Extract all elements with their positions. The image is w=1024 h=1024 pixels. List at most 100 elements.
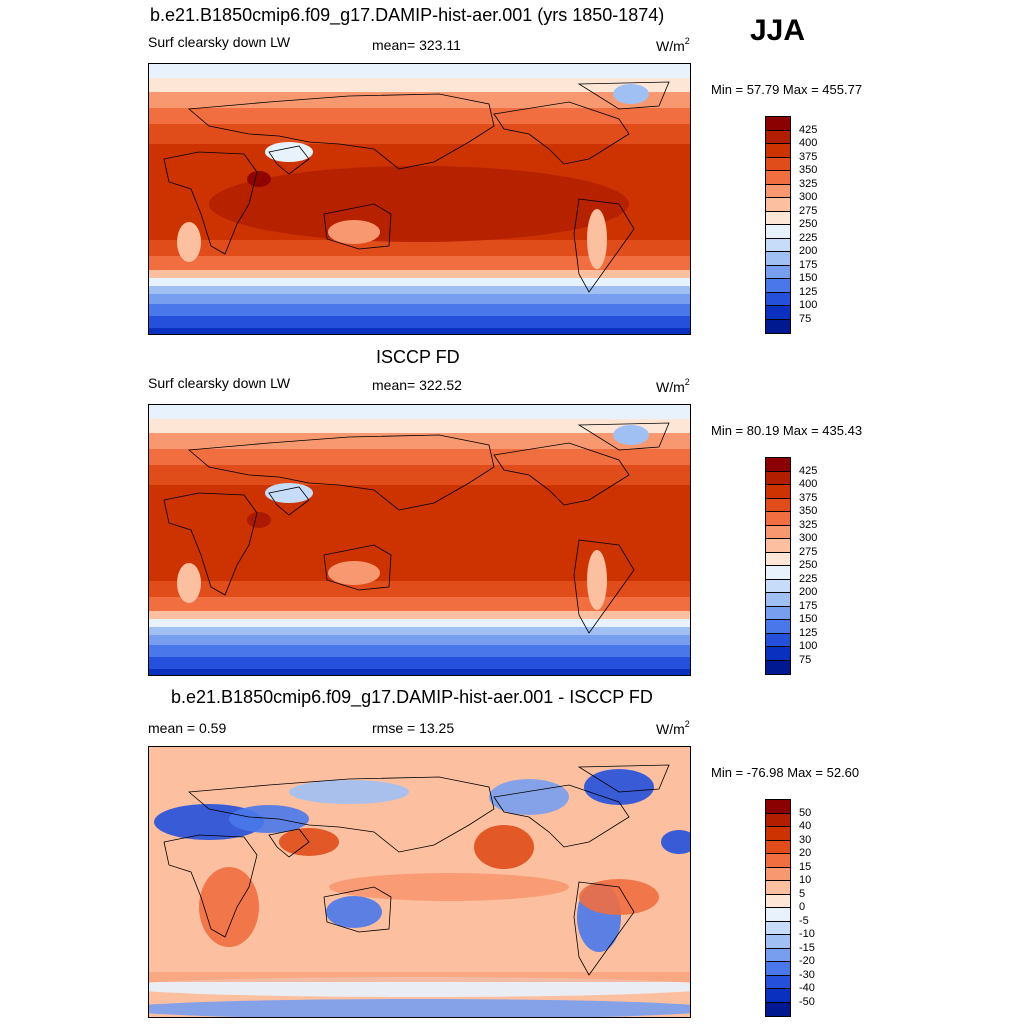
colorbar-tick-label: -5 xyxy=(799,914,809,927)
colorbar-swatch xyxy=(766,566,790,580)
colorbar-tick-label: 30 xyxy=(799,833,812,846)
colorbar-tick-label: 375 xyxy=(799,150,818,163)
colorbar-tick-label: -20 xyxy=(799,955,815,967)
colorbar-tick-label: 150 xyxy=(799,272,818,284)
colorbar-swatch xyxy=(766,962,790,976)
colorbar-tick-label: 125 xyxy=(799,285,818,298)
colorbar-tick-label: 325 xyxy=(799,177,818,190)
panel3-mean-label: mean = 0.59 xyxy=(148,720,227,736)
colorbar-swatch xyxy=(766,935,790,949)
colorbar-swatch xyxy=(766,827,790,841)
colorbar-tick-label: 0 xyxy=(799,901,806,913)
colorbar-tick-label: 50 xyxy=(799,806,812,819)
colorbar-swatch xyxy=(766,908,790,922)
panel1-mean-label: mean= 323.11 xyxy=(372,37,461,53)
colorbar-swatch xyxy=(766,498,790,512)
colorbar-swatch xyxy=(766,171,790,185)
colorbar-tick-label: 400 xyxy=(799,137,818,149)
colorbar-swatch xyxy=(766,593,790,607)
panel2-map xyxy=(148,404,691,676)
panel3-units-label: W/m2 xyxy=(656,719,690,737)
colorbar-swatch xyxy=(766,238,790,252)
panel2-minmax: Min = 80.19 Max = 435.43 xyxy=(711,423,863,438)
colorbar-swatch xyxy=(766,633,790,647)
colorbar-tick-label: 425 xyxy=(799,123,818,136)
season-label: JJA xyxy=(750,14,806,47)
panel1-units-label: W/m2 xyxy=(656,36,690,54)
colorbar-swatch xyxy=(766,157,790,171)
panel1-variable-label: Surf clearsky down LW xyxy=(148,34,291,50)
panel1-minmax: Min = 57.79 Max = 455.77 xyxy=(711,82,863,97)
colorbar-swatch xyxy=(766,184,790,198)
colorbar-tick-label: 325 xyxy=(799,518,818,531)
colorbar-swatch xyxy=(766,319,790,333)
panel2-units-label: W/m2 xyxy=(656,377,690,395)
colorbar-tick-label: -40 xyxy=(799,982,815,994)
colorbar-swatch xyxy=(766,144,790,158)
colorbar-swatch xyxy=(766,512,790,526)
colorbar-tick-label: 200 xyxy=(799,245,818,257)
colorbar-swatch xyxy=(766,252,790,266)
colorbar-tick-label: 300 xyxy=(799,191,818,203)
colorbar-swatches xyxy=(765,457,791,675)
panel2-variable-label: Surf clearsky down LW xyxy=(148,375,291,391)
colorbar-swatch xyxy=(766,265,790,279)
colorbar-swatch xyxy=(766,292,790,306)
colorbar-swatch xyxy=(766,921,790,935)
colorbar-swatch xyxy=(766,130,790,144)
colorbar-tick-label: -15 xyxy=(799,941,815,954)
colorbar-swatch xyxy=(766,975,790,989)
colorbar-swatch xyxy=(766,881,790,895)
colorbar-tick-label: 15 xyxy=(799,860,812,873)
panel1-title: b.e21.B1850cmip6.f09_g17.DAMIP-hist-aer.… xyxy=(150,5,665,25)
colorbar-tick-label: 5 xyxy=(799,887,806,900)
colorbar-swatch xyxy=(766,894,790,908)
colorbar-tick-label: -30 xyxy=(799,968,815,981)
colorbar-tick-label: 225 xyxy=(799,572,818,585)
panel2-map-svg xyxy=(149,405,690,675)
colorbar-tick-label: 425 xyxy=(799,464,818,477)
panel2-mean-label: mean= 322.52 xyxy=(372,377,462,393)
colorbar-swatch xyxy=(766,198,790,212)
colorbar-tick-label: 400 xyxy=(799,478,818,490)
colorbar-tick-label: 275 xyxy=(799,204,818,217)
panel1-map-svg xyxy=(149,64,690,334)
colorbar-swatch xyxy=(766,306,790,320)
colorbar-tick-label: 10 xyxy=(799,874,812,886)
colorbar-tick-label: 100 xyxy=(799,299,818,311)
panel3-title: b.e21.B1850cmip6.f09_g17.DAMIP-hist-aer.… xyxy=(171,687,653,707)
colorbar-swatch xyxy=(766,485,790,499)
colorbar-tick-label: 150 xyxy=(799,613,818,625)
colorbar-swatch xyxy=(766,620,790,634)
colorbar-tick-label: 350 xyxy=(799,164,818,176)
colorbar-swatch xyxy=(766,660,790,674)
colorbar-swatch xyxy=(766,539,790,553)
panel3-minmax: Min = -76.98 Max = 52.60 xyxy=(711,765,860,780)
colorbar-tick-label: 75 xyxy=(799,653,812,666)
colorbar-swatch xyxy=(766,552,790,566)
colorbar-tick-label: 20 xyxy=(799,847,812,859)
colorbar-tick-label: 100 xyxy=(799,640,818,652)
panel3-rmse-label: rmse = 13.25 xyxy=(372,720,455,736)
colorbar-swatch xyxy=(766,647,790,661)
colorbar-swatch xyxy=(766,813,790,827)
colorbar-swatches xyxy=(765,116,791,334)
colorbar-tick-label: 200 xyxy=(799,586,818,598)
colorbar-tick-label: 275 xyxy=(799,545,818,558)
colorbar-tick-label: -10 xyxy=(799,928,815,940)
colorbar-swatch xyxy=(766,606,790,620)
colorbar-tick-label: 175 xyxy=(799,599,818,612)
panel1-map xyxy=(148,63,691,335)
colorbar-swatch xyxy=(766,989,790,1003)
colorbar-tick-label: 250 xyxy=(799,559,818,571)
colorbar-swatch xyxy=(766,225,790,239)
colorbar-tick-label: 300 xyxy=(799,532,818,544)
colorbar-tick-label: 40 xyxy=(799,820,812,832)
colorbar-tick-label: 250 xyxy=(799,218,818,230)
colorbar-swatch xyxy=(766,579,790,593)
colorbar-swatch xyxy=(766,211,790,225)
panel3-map-svg xyxy=(149,747,690,1017)
colorbar-swatch xyxy=(766,117,790,131)
colorbar-swatch xyxy=(766,854,790,868)
colorbar-swatch xyxy=(766,525,790,539)
